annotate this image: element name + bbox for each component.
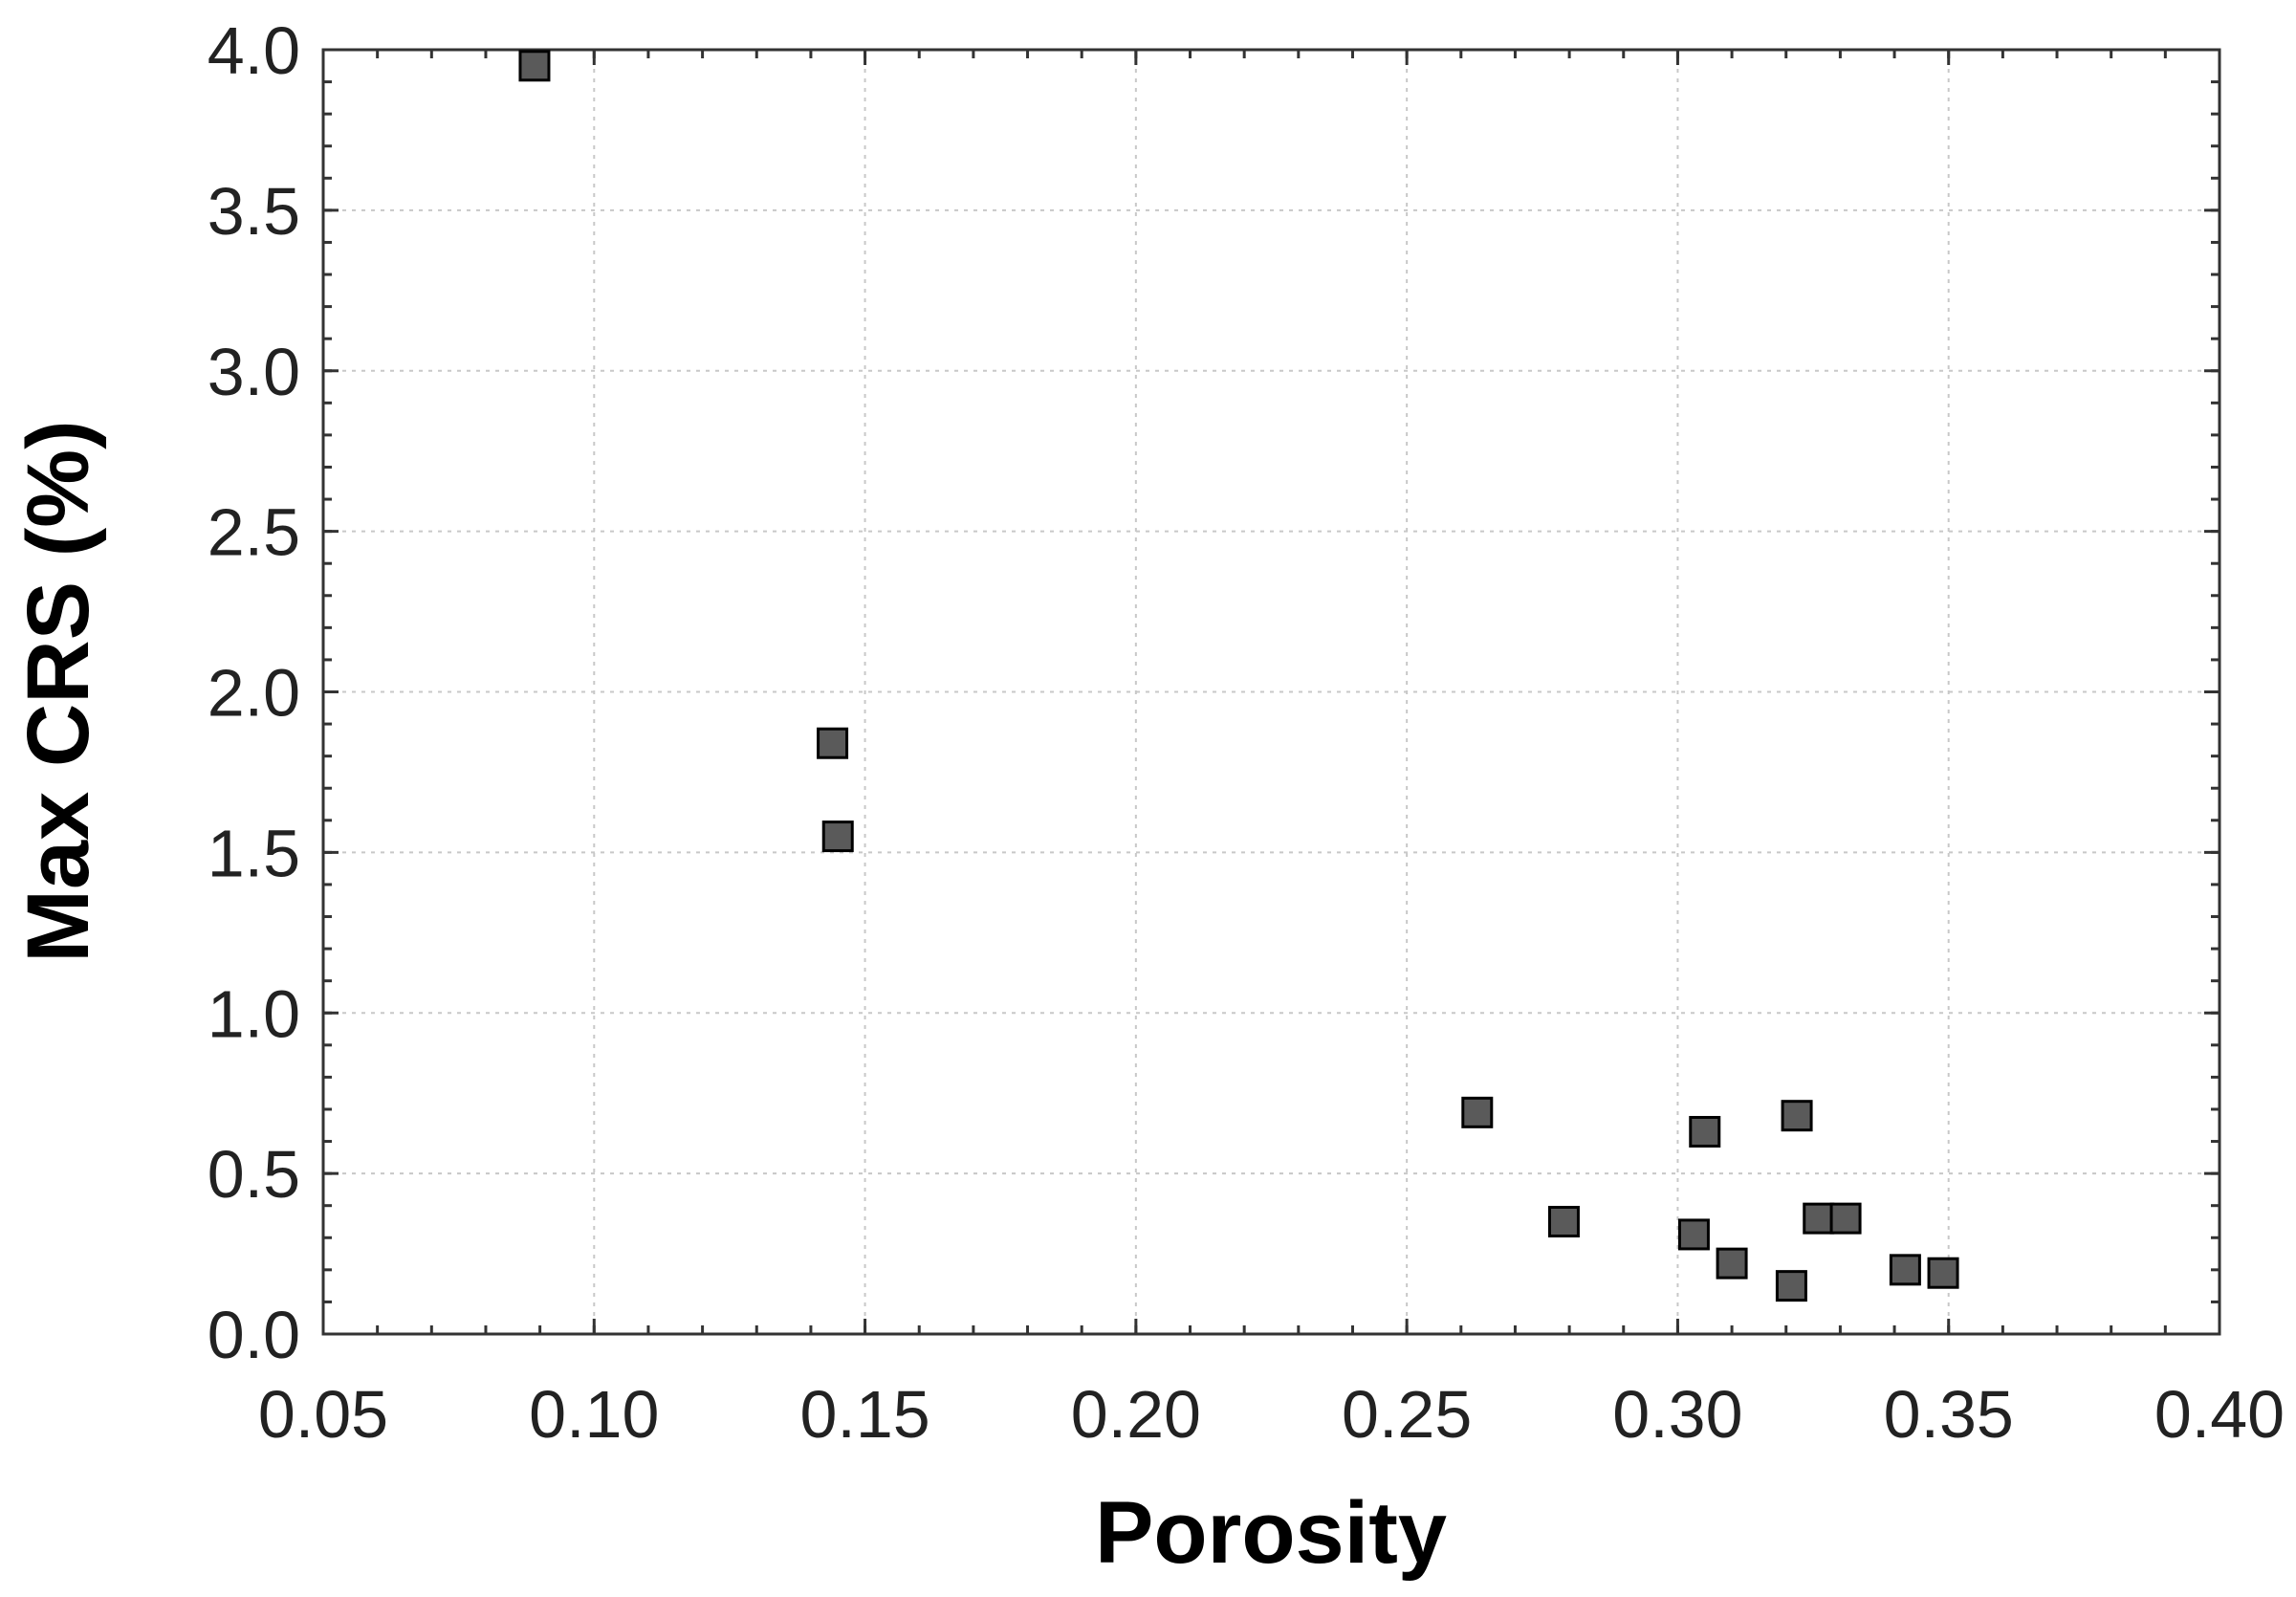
y-tick-label: 4.0 [208, 13, 300, 88]
data-point [1547, 1205, 1580, 1237]
data-point [821, 820, 854, 853]
y-tick-label: 1.5 [208, 816, 300, 890]
data-point [1889, 1254, 1921, 1286]
x-tick-label: 0.25 [1342, 1377, 1472, 1452]
x-tick-labels: 0.05 0.10 0.15 0.20 0.25 0.30 0.35 0.40 [258, 1377, 2285, 1452]
data-point [1716, 1247, 1748, 1280]
y-tick-label: 1.0 [208, 976, 300, 1051]
data-point [817, 727, 849, 759]
y-axis-title: Max CRS (%) [10, 420, 107, 962]
data-point [1927, 1257, 1959, 1289]
x-tick-label: 0.10 [529, 1377, 659, 1452]
y-tick-label: 0.0 [208, 1298, 300, 1372]
x-tick-label: 0.30 [1612, 1377, 1742, 1452]
grid-lines [323, 50, 2219, 1334]
x-tick-label: 0.05 [258, 1377, 388, 1452]
y-tick-label: 0.5 [208, 1137, 300, 1212]
y-tick-label: 2.5 [208, 495, 300, 570]
data-point [518, 50, 551, 82]
data-point [1781, 1100, 1813, 1132]
x-tick-label: 0.20 [1071, 1377, 1201, 1452]
data-point [1829, 1202, 1862, 1235]
axis-ticks [321, 48, 2221, 1336]
data-point [1461, 1096, 1494, 1128]
data-point [1775, 1270, 1807, 1302]
y-tick-label: 2.0 [208, 656, 300, 731]
data-point [1689, 1115, 1721, 1148]
x-tick-label: 0.40 [2154, 1377, 2285, 1452]
data-points [518, 50, 1959, 1302]
y-tick-labels: 0.0 0.5 1.0 1.5 2.0 2.5 3.0 3.5 4.0 [208, 13, 300, 1372]
data-point [1803, 1202, 1835, 1235]
data-point [1677, 1218, 1710, 1251]
x-tick-label: 0.35 [1884, 1377, 2014, 1452]
x-tick-label: 0.15 [799, 1377, 929, 1452]
y-tick-label: 3.5 [208, 174, 300, 249]
x-axis-title: Porosity [1095, 1484, 1447, 1582]
y-tick-label: 3.0 [208, 335, 300, 409]
